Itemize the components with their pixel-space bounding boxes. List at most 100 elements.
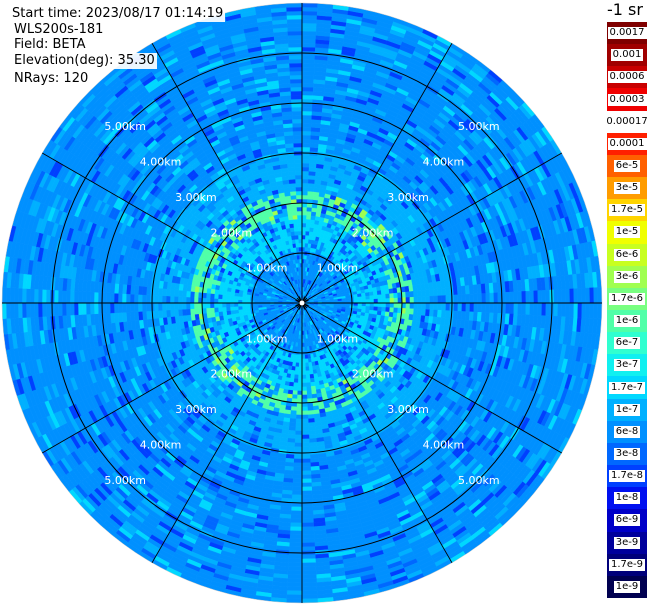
ppi-cell xyxy=(357,296,363,301)
ppi-cell xyxy=(297,374,303,380)
ppi-cell xyxy=(301,178,309,184)
ppi-cell xyxy=(304,346,308,352)
ppi-cell xyxy=(573,302,579,318)
ppi-cell xyxy=(301,434,310,440)
ppi-cell xyxy=(306,394,313,400)
ppi-cell xyxy=(294,442,303,448)
ppi-cell xyxy=(365,302,371,307)
ppi-cell xyxy=(409,308,415,315)
ppi-cell xyxy=(301,62,315,68)
ppi-cell xyxy=(308,426,316,432)
ppi-cell xyxy=(295,426,303,432)
ppi-cell xyxy=(297,386,303,392)
ppi-cell xyxy=(301,26,317,32)
ppi-cell xyxy=(357,299,363,304)
ppi-cell xyxy=(433,309,439,318)
ppi-cell xyxy=(493,302,499,314)
ppi-cell xyxy=(397,302,403,309)
ppi-cell xyxy=(421,309,427,317)
ppi-cell xyxy=(421,289,427,297)
ppi-cell xyxy=(301,30,317,36)
ppi-cell xyxy=(301,6,318,12)
ppi-cell xyxy=(361,292,366,297)
ppi-cell xyxy=(417,296,423,304)
ppi-cell xyxy=(345,297,351,301)
ppi-cell xyxy=(301,162,310,168)
ppi-cell xyxy=(293,454,303,460)
ppi-cell xyxy=(521,302,527,315)
ppi-cell xyxy=(291,394,298,400)
ppi-cell xyxy=(306,214,312,220)
ppi-cell xyxy=(301,114,313,120)
ppi-cell xyxy=(385,307,391,313)
ppi-cell xyxy=(294,366,299,372)
ppi-cell xyxy=(301,578,317,584)
ppi-cell xyxy=(307,186,315,192)
ppi-cell xyxy=(573,288,579,304)
ppi-cell xyxy=(301,234,306,240)
ppi-cell xyxy=(301,470,312,476)
ppi-cell xyxy=(413,290,419,298)
ppi-cell xyxy=(287,562,303,568)
ppi-cell xyxy=(301,194,308,200)
ppi-cell xyxy=(425,302,431,310)
ppi-cell xyxy=(376,290,382,296)
ppi-cell xyxy=(577,288,583,304)
ppi-cell xyxy=(294,370,299,376)
ppi-cell xyxy=(294,446,303,452)
ppi-cell xyxy=(409,291,415,298)
ppi-cell xyxy=(290,522,303,528)
ppi-cell xyxy=(298,366,303,372)
ppi-cell xyxy=(393,302,399,309)
ppi-cell xyxy=(290,406,297,412)
ppi-cell xyxy=(301,518,314,524)
ppi-cell xyxy=(287,570,303,576)
ppi-cell xyxy=(437,302,443,311)
ppi-cell xyxy=(305,374,311,380)
ppi-cell xyxy=(429,309,435,318)
ppi-cell xyxy=(301,134,312,140)
ppi-cell xyxy=(308,422,316,428)
ppi-cell xyxy=(307,414,315,420)
ppi-cell xyxy=(569,302,575,318)
ppi-cell xyxy=(425,296,431,304)
ppi-cell xyxy=(301,34,317,40)
ppi-cell xyxy=(301,574,317,580)
ppi-cell xyxy=(593,302,599,319)
ppi-cell xyxy=(301,462,311,468)
ppi-cell xyxy=(469,293,475,304)
ppi-cell xyxy=(541,290,547,304)
ppi-cell xyxy=(301,118,312,124)
ppi-cell xyxy=(298,358,303,364)
ppi-cell xyxy=(301,58,315,64)
ppi-cell xyxy=(298,370,303,376)
ppi-cell xyxy=(301,210,308,216)
ppi-cell xyxy=(373,302,379,308)
ppi-cell xyxy=(308,369,314,375)
ppi-cell xyxy=(286,590,303,596)
ppi-cell xyxy=(301,22,317,28)
ppi-cell xyxy=(405,308,411,315)
ppi-cell xyxy=(441,302,447,311)
ppi-cell xyxy=(301,554,316,560)
ppi-cell xyxy=(377,306,383,312)
ppi-cell xyxy=(301,430,310,436)
ppi-cell xyxy=(289,538,303,544)
ppi-cell xyxy=(288,558,303,564)
ppi-cell xyxy=(301,66,315,72)
ppi-cell xyxy=(301,566,317,572)
ppi-cell xyxy=(477,293,483,304)
ppi-cell xyxy=(581,287,587,304)
ppi-cell xyxy=(291,490,303,496)
ppi-cell xyxy=(287,578,303,584)
ppi-cell xyxy=(525,302,531,316)
ppi-cell xyxy=(301,410,309,416)
ppi-cell xyxy=(381,298,387,304)
ppi-cell xyxy=(301,546,316,552)
ppi-cell xyxy=(298,362,303,368)
ppi-cell xyxy=(365,306,371,311)
ppi-cell xyxy=(301,146,311,152)
ppi-cell xyxy=(301,122,312,128)
ppi-cell xyxy=(308,434,317,440)
ppi-cell xyxy=(589,287,595,304)
